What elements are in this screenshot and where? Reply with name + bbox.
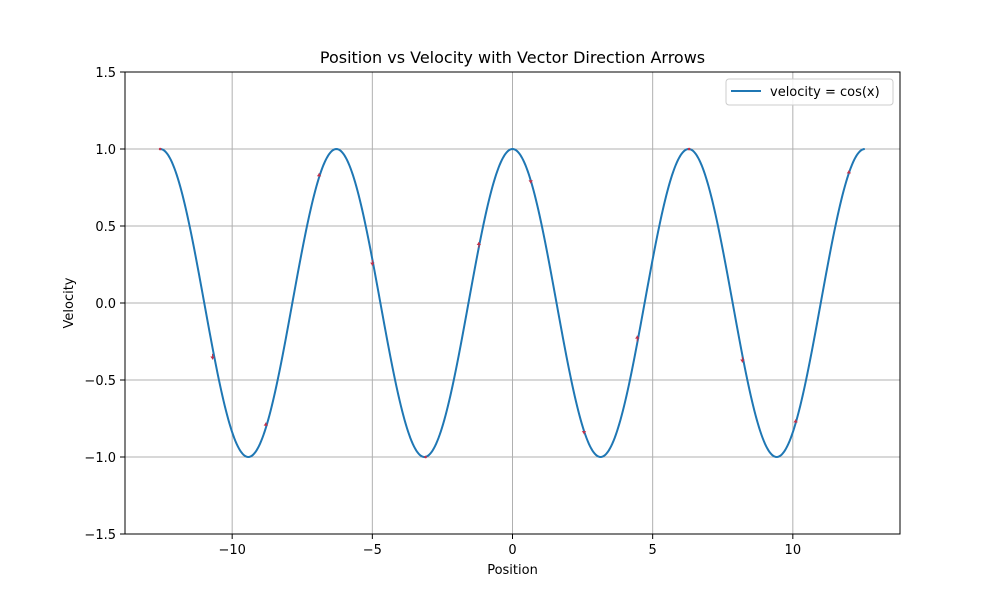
direction-arrow	[635, 335, 640, 342]
arrow-layer	[158, 147, 852, 459]
y-tick-label: 0.5	[95, 220, 116, 235]
y-tick-label: 1.5	[95, 66, 116, 81]
direction-arrow	[158, 147, 162, 151]
direction-arrow	[316, 173, 322, 177]
direction-arrow	[263, 422, 269, 427]
x-axis-label: Position	[487, 563, 538, 578]
direction-arrow	[210, 353, 215, 360]
direction-arrow	[793, 419, 798, 424]
x-axis: −10 −5 0 5 10	[218, 534, 801, 558]
legend: velocity = cos(x)	[725, 78, 894, 106]
series-line	[160, 147, 865, 459]
legend-box	[725, 78, 894, 106]
legend-label: velocity = cos(x)	[770, 85, 880, 100]
direction-arrow	[740, 356, 745, 363]
y-tick-label: 1.0	[95, 143, 116, 158]
x-tick-label: 0	[508, 543, 516, 558]
direction-arrow	[370, 259, 375, 266]
direction-arrow	[846, 170, 852, 174]
direction-arrow	[424, 455, 427, 459]
y-tick-label: −0.5	[84, 374, 116, 389]
y-tick-label: −1.5	[84, 528, 116, 543]
y-axis-label: Velocity	[62, 277, 77, 328]
direction-arrow	[687, 147, 691, 151]
y-tick-label: −1.0	[84, 451, 116, 466]
x-tick-label: 10	[785, 543, 802, 558]
x-tick-label: 5	[649, 543, 657, 558]
direction-arrow	[581, 430, 587, 435]
x-tick-label: −5	[363, 543, 382, 558]
chart-title: Position vs Velocity with Vector Directi…	[320, 48, 705, 67]
direction-arrow	[476, 241, 482, 248]
direction-arrow	[528, 179, 533, 184]
x-tick-label: −10	[218, 543, 245, 558]
y-tick-label: 0.0	[95, 297, 116, 312]
series-layer	[160, 147, 865, 459]
y-axis: −1.5 −1.0 −0.5 0.0 0.5 1.0 1.5	[84, 66, 125, 543]
